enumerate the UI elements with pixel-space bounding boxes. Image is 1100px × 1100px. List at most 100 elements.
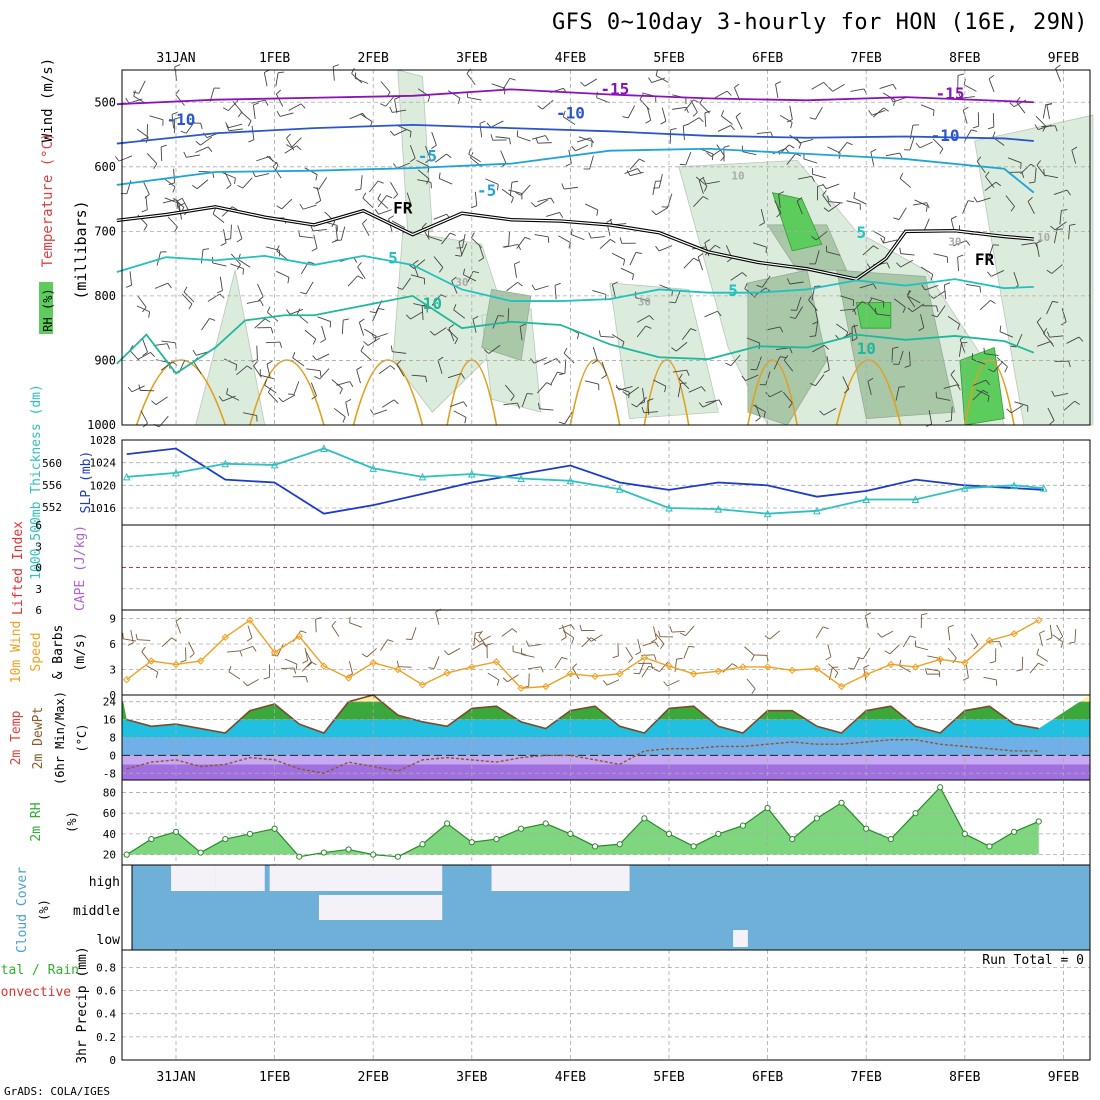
upper-air-wind-barb [561,183,565,190]
rh-shade-dark [855,301,892,329]
upper-air-wind-barb [554,282,561,286]
upper-air-wind-barb [862,245,874,256]
upper-air-wind-barb [174,117,181,120]
temp-tick-label: 16 [103,714,116,727]
upper-air-wind-barb [775,347,790,351]
upper-air-wind-barb [264,99,269,106]
wind-barb-10m [239,650,243,657]
wind-barb-10m [766,655,769,662]
cloud-cell-high [491,865,630,891]
upper-air-wind-barb [253,360,258,367]
upper-air-wind-barb [247,120,252,127]
upper-air-wind-barb [944,282,951,286]
upper-air-wind-barb [342,416,346,423]
wind-barb-10m [301,661,312,672]
upper-air-wind-barb [972,389,984,401]
upper-air-wind-barb [670,127,677,131]
wind-barb-10m [175,621,182,634]
upper-air-wind-barb [995,181,1002,187]
upper-air-wind-barb [819,410,825,416]
upper-air-wind-barb [685,151,692,166]
upper-air-wind-barb [939,148,944,155]
temp-band [122,755,1090,765]
upper-air-wind-barb [433,256,444,268]
rh-marker [172,828,180,835]
upper-air-wind-barb [971,129,978,132]
upper-air-wind-barb [311,247,318,252]
upper-air-wind-barb [162,199,177,204]
upper-air-wind-barb [216,290,223,294]
upper-air-wind-barb [345,398,352,403]
wind-barb-10m [242,681,248,687]
upper-air-wind-barb [575,144,589,152]
upper-air-wind-barb [919,141,933,149]
lifted-index-tick-label: 6 [35,604,42,617]
wind-speed-marker [542,682,550,691]
upper-air-wind-barb [141,137,148,141]
upper-air-wind-barb [349,381,354,387]
upper-air-wind-barb [265,246,280,251]
upper-air-wind-barb [201,318,210,331]
wind-barb-10m [909,635,916,638]
upper-air-wind-barb [451,276,457,282]
upper-air-wind-barb [315,174,318,181]
upper-air-wind-barb [1059,210,1062,225]
upper-air-wind-barb [545,135,549,141]
wind-barb-10m [659,643,665,650]
upper-air-wind-barb [840,295,854,301]
wind-barb-10m [130,629,134,643]
wind-barb-10m [155,671,159,678]
upper-air-wind-barb [1068,361,1071,368]
upper-air-wind-barb [853,192,856,199]
upper-air-wind-barb [744,282,748,289]
wind-barb-10m [815,626,824,639]
wind-barb-10m [572,667,580,680]
upper-air-wind-barb [417,169,430,180]
upper-air-wind-barb [868,298,873,304]
upper-air-wind-barb [611,252,625,260]
wind-barb-10m [722,663,733,673]
date-label-bottom: 1FEB [259,1070,290,1085]
upper-air-wind-barb [951,215,957,220]
upper-air-wind-barb [647,398,654,402]
upper-air-wind-barb [789,281,804,285]
upper-air-wind-barb [796,200,803,215]
lifted-index-axis-label: Lifted Index [11,521,26,615]
upper-air-wind-barb [458,238,465,243]
upper-air-wind-barb [822,190,827,196]
rh-marker [444,820,451,827]
upper-air-wind-barb [985,379,991,386]
upper-air-wind-barb [265,341,280,344]
upper-air-wind-barb [313,234,318,249]
upper-air-wind-barb [686,117,700,126]
wind-barb-10m [295,664,298,671]
upper-air-wind-barb [266,306,271,313]
upper-air-wind-barb [702,178,707,185]
wind-barb-10m [965,664,969,678]
upper-air-wind-barb [542,99,554,110]
upper-air-wind-barb [175,94,185,106]
upper-air-wind-barb [985,171,990,177]
upper-air-wind-barb [697,253,704,258]
rh-below-mask [122,854,1090,865]
upper-air-wind-barb [304,329,316,340]
upper-air-wind-barb [380,103,386,107]
upper-air-wind-barb [824,344,829,350]
upper-air-wind-barb [478,244,485,259]
wind-barb-10m [501,628,513,637]
upper-air-wind-barb [374,333,388,339]
date-label-top: 3FEB [456,51,487,66]
upper-air-wind-barb [402,277,411,290]
upper-air-wind-barb [735,112,741,118]
cloud-cell-high [215,865,265,891]
upper-air-wind-barb [1046,105,1050,120]
upper-air-wind-barb [688,386,702,393]
upper-air-wind-barb [590,137,595,144]
isotherm-warm [835,359,902,426]
upper-air-wind-barb [919,314,925,328]
upper-air-wind-barb [639,158,645,163]
wind-speed-marker [221,633,230,641]
upper-air-wind-barb [870,151,875,166]
upper-air-wind-barb [200,136,213,146]
upper-air-wind-barb [114,156,120,162]
